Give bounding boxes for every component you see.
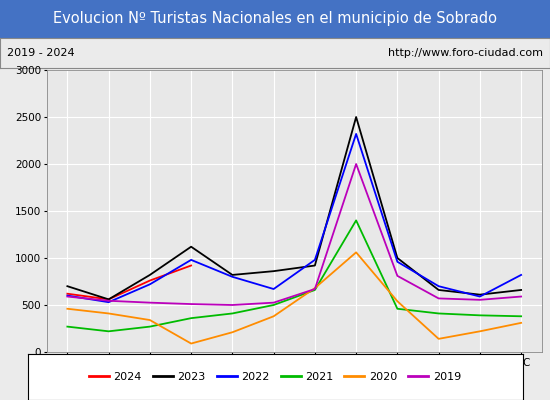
Text: 2019 - 2024: 2019 - 2024 [7,48,74,58]
Text: http://www.foro-ciudad.com: http://www.foro-ciudad.com [388,48,543,58]
Legend: 2024, 2023, 2022, 2021, 2020, 2019: 2024, 2023, 2022, 2021, 2020, 2019 [85,368,465,386]
Text: Evolucion Nº Turistas Nacionales en el municipio de Sobrado: Evolucion Nº Turistas Nacionales en el m… [53,12,497,26]
